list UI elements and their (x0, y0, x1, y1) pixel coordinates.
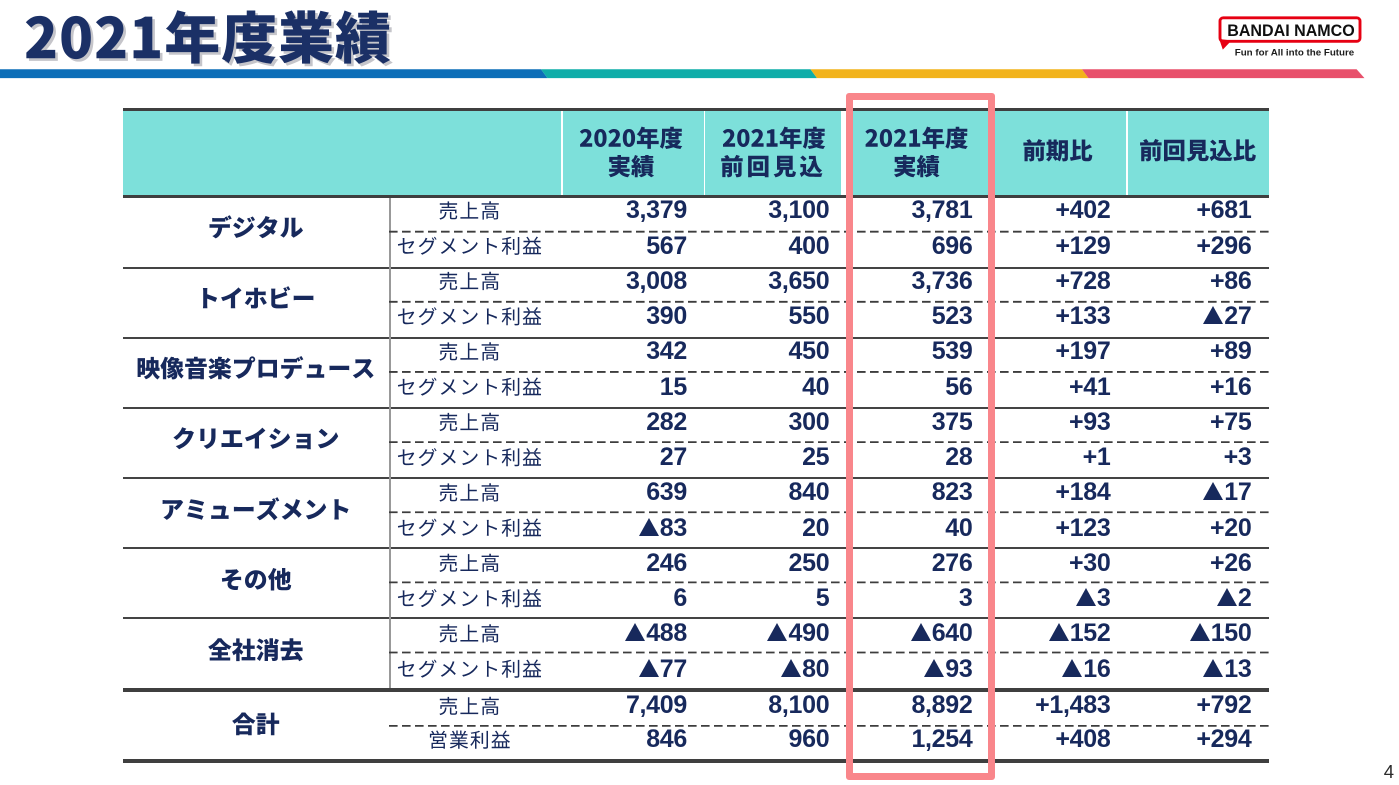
svg-text:BANDAI NAMCO: BANDAI NAMCO (1227, 22, 1355, 40)
svg-text:Fun for All into the Future: Fun for All into the Future (1235, 47, 1355, 57)
